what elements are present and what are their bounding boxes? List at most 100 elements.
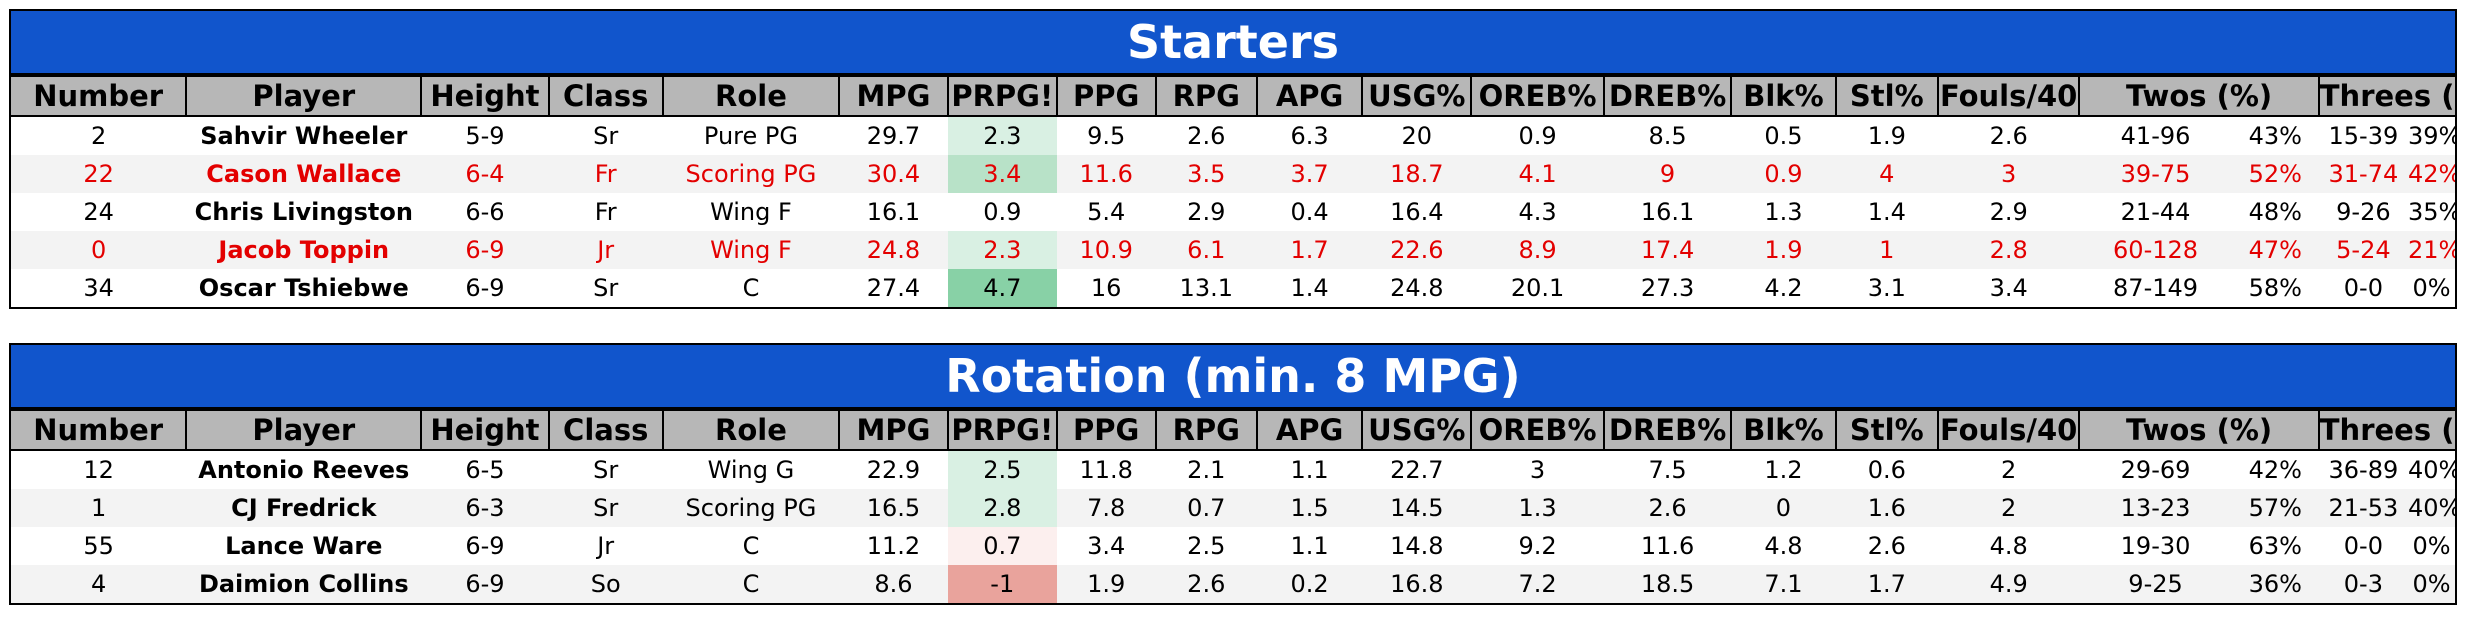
column-header: PPG [1055,75,1157,117]
stats-table: Number Player Height Class Role MPG PRPG! PPG RP… [8,75,2458,309]
oreb-cell: 9.2 [1518,532,1557,560]
ppg-cell: 11.6 [1079,160,1133,188]
height-cell: 6-4 [465,160,505,188]
number-cell: 1 [8,489,187,527]
height-cell: 5-9 [465,122,505,150]
stl-cell: 4 [1879,160,1895,188]
column-header: Number [8,75,188,117]
twos-pct-cell: 36% [2231,565,2319,605]
height-cell: 6-5 [465,456,505,484]
class-cell: Sr [593,122,619,150]
stats-table: Number Player Height Class Role MPG PRPG! PPG RP… [8,409,2458,605]
blk-cell: 0.5 [1764,122,1803,150]
column-header: Height [420,75,550,117]
twos-cell: 13-23 [2120,494,2191,522]
class-cell: So [548,565,663,605]
mpg-cell: 27.4 [839,269,948,309]
rpg-cell: 2.6 [1155,565,1257,605]
mpg-cell: 24.8 [866,236,921,264]
prpg-cell: -1 [947,565,1057,605]
player-row: 2 Sahvir Wheeler 5-9 Sr Pure PG 29.7 2.3 9.5 2.6… [8,116,2458,155]
dreb-cell: 2.6 [1648,494,1687,522]
column-header: RPG [1154,409,1258,451]
threes-pct-cell: 35% [2407,193,2458,231]
number-cell: 4 [8,565,187,605]
rpg-cell: 3.5 [1187,160,1226,188]
threes-pct-cell: 21% [2407,231,2458,269]
rpg-cell: 2.9 [1187,198,1226,226]
section-title: Rotation (min. 8 MPG) [9,343,2457,409]
ppg-cell: 16 [1056,269,1156,309]
usg-cell: 20 [1401,122,1433,150]
oreb-cell: 7.2 [1471,565,1604,605]
oreb-cell: 1.3 [1518,494,1557,522]
twos-cell: 9-25 [2079,565,2232,605]
oreb-cell: 4.3 [1518,198,1557,226]
prpg-cell: 0.9 [947,193,1057,231]
column-header: Number [8,409,188,451]
apg-cell: 1.1 [1290,532,1329,560]
column-header: RPG [1154,75,1258,117]
usg-cell: 14.5 [1390,494,1444,522]
role-cell: Wing G [707,456,795,484]
blk-cell: 1.9 [1764,236,1803,264]
usg-cell: 24.8 [1362,269,1472,309]
column-header: Player [185,75,423,117]
player-row: 4 Daimion Collins 6-9 So C 8.6 -1 1.9 2.6 0.2 16.8… [8,565,2458,605]
ppg-cell: 11.8 [1079,456,1133,484]
column-header: Blk% [1730,409,1837,451]
dreb-cell: 16.1 [1640,198,1695,226]
prpg-cell: 2.8 [947,489,1057,527]
usg-cell: 14.8 [1390,532,1444,560]
prpg-cell: 4.7 [947,269,1057,309]
column-header: PRPG! [946,409,1058,451]
column-header: PPG [1055,409,1157,451]
player-row: 24 Chris Livingston 6-6 Fr Wing F 16.1 0.9 5.4 2… [8,193,2458,231]
twos-pct-cell: 47% [2248,236,2302,264]
threes-cell: 0-0 [2343,532,2383,560]
player-cell: Daimion Collins [186,565,422,605]
height-cell: 6-6 [465,198,505,226]
height-cell: 6-9 [421,565,549,605]
column-header: OREB% [1470,75,1605,117]
prpg-cell: 3.4 [947,155,1057,193]
threes-cell: 0-3 [2318,565,2408,605]
column-header: PRPG! [946,75,1058,117]
column-header: Threes (%) [2317,409,2458,451]
usg-cell: 22.7 [1390,456,1444,484]
threes-cell: 15-39 [2328,122,2399,150]
twos-cell: 19-30 [2120,532,2191,560]
column-header: DREB% [1602,409,1733,451]
height-cell: 6-3 [465,494,505,522]
fouls-cell: 3.4 [1937,269,2080,309]
twos-cell: 60-128 [2113,236,2199,264]
column-header: Stl% [1834,409,1939,451]
blk-cell: 1.2 [1764,456,1803,484]
column-header: MPG [838,75,949,117]
height-cell: 6-9 [465,236,505,264]
number-cell: 12 [8,450,187,489]
column-header: MPG [838,409,949,451]
apg-cell: 0.4 [1290,198,1329,226]
ppg-cell: 1.9 [1056,565,1156,605]
blk-cell: 4.8 [1764,532,1803,560]
apg-cell: 1.1 [1290,456,1329,484]
oreb-cell: 4.1 [1518,160,1557,188]
twos-pct-cell: 43% [2248,122,2302,150]
threes-pct-cell: 39% [2407,116,2458,155]
number-cell: 55 [8,527,187,565]
oreb-cell: 3 [1529,456,1546,484]
blk-cell: 1.3 [1764,198,1803,226]
twos-pct-cell: 52% [2248,160,2302,188]
twos-cell: 41-96 [2120,122,2191,150]
dreb-cell: 8.5 [1648,122,1687,150]
player-cell: Chris Livingston [194,198,413,226]
column-header: USG% [1361,75,1473,117]
dreb-cell: 27.3 [1603,269,1732,309]
role-cell: C [742,532,760,560]
column-header: APG [1255,409,1364,451]
column-header: USG% [1361,409,1473,451]
apg-cell: 0.2 [1256,565,1363,605]
threes-cell: 21-53 [2328,494,2399,522]
column-header: Blk% [1730,75,1837,117]
